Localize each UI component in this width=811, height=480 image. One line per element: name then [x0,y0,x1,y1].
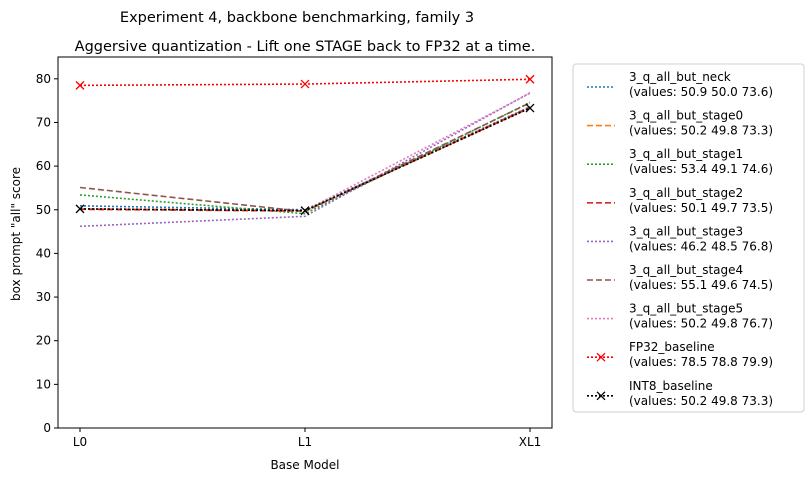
y-axis-label: box prompt "all" score [9,167,23,301]
y-tick-label: 60 [36,159,51,173]
legend-label: FP32_baseline [629,340,715,354]
legend-item: 3_q_all_but_stage4(values: 55.1 49.6 74.… [587,263,773,292]
legend-values: (values: 50.2 49.8 73.3) [629,394,773,408]
legend-values: (values: 53.4 49.1 74.6) [629,162,773,176]
legend: 3_q_all_but_neck(values: 50.9 50.0 73.6)… [572,63,805,413]
legend-item: 3_q_all_but_stage3(values: 46.2 48.5 76.… [587,224,773,253]
x-tick-label: L0 [73,435,87,449]
legend-label: 3_q_all_but_stage4 [629,263,743,277]
legend-marker [596,352,606,362]
legend-label: 3_q_all_but_stage5 [629,302,743,316]
legend-values: (values: 55.1 49.6 74.5) [629,278,773,292]
legend-label: 3_q_all_but_stage3 [629,224,743,238]
legend-item: INT8_baseline(values: 50.2 49.8 73.3) [587,379,773,408]
chart-title: Aggersive quantization - Lift one STAGE … [75,39,536,55]
legend-item: 3_q_all_but_stage2(values: 50.1 49.7 73.… [587,186,773,215]
legend-item: 3_q_all_but_stage1(values: 53.4 49.1 74.… [587,147,773,176]
x-tick-label: XL1 [519,435,542,449]
chart-suptitle: Experiment 4, backbone benchmarking, fam… [120,10,474,26]
y-tick-label: 70 [36,115,51,129]
legend-box [572,63,805,413]
legend-values: (values: 46.2 48.5 76.8) [629,239,773,253]
x-axis: L0 L1 XL1 [73,428,541,449]
legend-item: 3_q_all_but_stage0(values: 50.2 49.8 73.… [587,109,773,138]
plot-area [57,56,553,429]
series-line-3_q_all_but_stage4 [79,102,531,213]
series-line-3_q_all_but_stage1 [79,101,531,215]
data-point-FP32_baseline [525,74,535,84]
legend-item: 3_q_all_but_neck(values: 50.9 50.0 73.6) [587,70,773,99]
y-tick-label: 40 [36,246,51,260]
y-tick-label: 30 [36,290,51,304]
legend-label: INT8_baseline [629,379,713,393]
legend-values: (values: 50.2 49.8 73.3) [629,124,773,138]
legend-label: 3_q_all_but_stage0 [629,109,743,123]
x-axis-label: Base Model [270,458,339,472]
y-tick-label: 10 [36,377,51,391]
data-point-INT8_baseline [525,103,535,113]
plot-frame [57,56,553,429]
y-tick-label: 20 [36,334,51,348]
data-point-INT8_baseline [75,204,85,214]
legend-label: 3_q_all_but_stage2 [629,186,743,200]
legend-values: (values: 50.1 49.7 73.5) [629,201,773,215]
legend-item: 3_q_all_but_stage5(values: 50.2 49.8 76.… [587,302,773,331]
y-tick-label: 50 [36,203,51,217]
x-tick-label: L1 [298,435,312,449]
series-line-3_q_all_but_stage3 [79,92,531,228]
legend-label: 3_q_all_but_neck [629,70,731,84]
y-tick-label: 0 [43,421,51,435]
legend-label: 3_q_all_but_stage1 [629,147,743,161]
series-line-3_q_all_but_stage5 [79,92,531,212]
legend-values: (values: 78.5 78.8 79.9) [629,355,773,369]
legend-values: (values: 50.9 50.0 73.6) [629,85,773,99]
legend-values: (values: 50.2 49.8 76.7) [629,317,773,331]
y-axis: 0 10 20 30 40 50 60 70 80 [36,72,58,435]
data-point-FP32_baseline [300,79,310,89]
legend-marker [596,391,606,401]
data-point-FP32_baseline [75,80,85,90]
data-point-INT8_baseline [300,206,310,216]
y-tick-label: 80 [36,72,51,86]
legend-item: FP32_baseline(values: 78.5 78.8 79.9) [587,340,773,369]
